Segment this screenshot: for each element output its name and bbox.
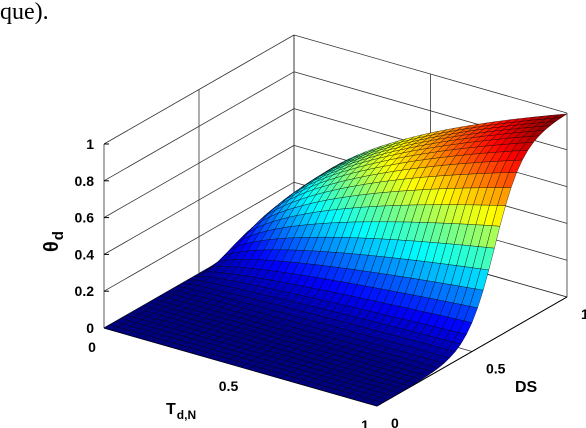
axis-line (376, 296, 568, 407)
surface (103, 113, 568, 407)
z-tick-label: 0.8 (75, 173, 95, 189)
x-tick-label: 0 (88, 339, 96, 355)
y-tick-label: 1 (581, 306, 586, 322)
z-axis-label: θd (41, 231, 67, 252)
z-tick-label: 0.2 (75, 283, 95, 299)
z-tick-label: 0.6 (75, 210, 95, 226)
caption-fragment: que). (0, 0, 49, 25)
x-tick-label: 1 (361, 417, 369, 428)
z-tick-label: 1 (86, 136, 94, 152)
y-tick-label: 0.5 (486, 361, 506, 377)
z-tick-label: 0 (86, 320, 94, 336)
y-axis-label: DS (515, 379, 538, 396)
x-tick-label: 0.5 (219, 378, 239, 394)
tick-labels: 0 0.2 0.4 0.6 0.8 1 0 0.5 1 0 0.5 1 (75, 136, 586, 428)
x-axis-label: Td,N (166, 401, 196, 422)
y-tick-label: 0 (391, 415, 399, 428)
surface-patch (368, 400, 384, 407)
z-tick-label: 0.4 (75, 246, 95, 262)
